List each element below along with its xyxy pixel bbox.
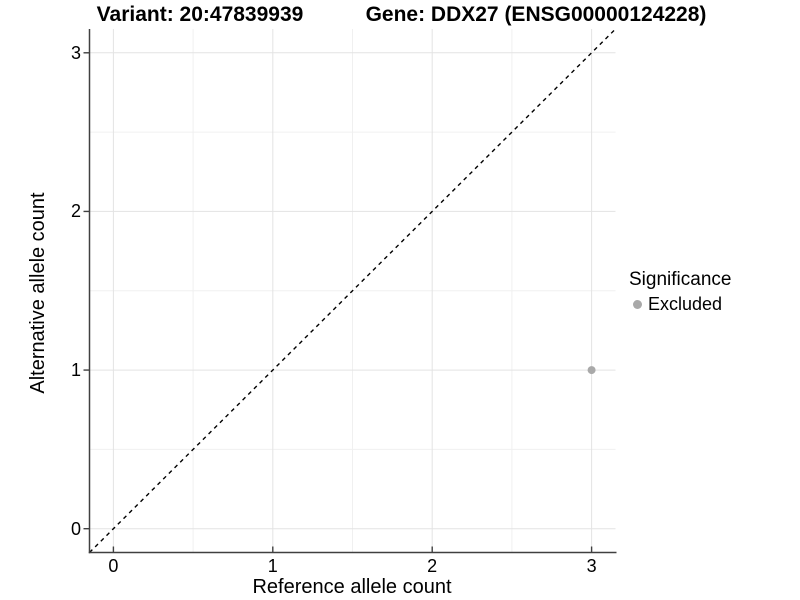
legend-key (629, 296, 645, 312)
x-tick-label: 3 (586, 556, 597, 576)
x-tick-label: 2 (427, 556, 438, 576)
identity-line (89, 28, 616, 553)
plot-title-gene: Gene: DDX27 (ENSG00000124228) (365, 3, 707, 26)
x-tick-label: 0 (108, 556, 119, 576)
legend-title: Significance (629, 269, 732, 290)
y-tick-label: 3 (70, 42, 81, 63)
y-tick-label: 2 (70, 201, 81, 222)
legend-item-label: Excluded (648, 294, 723, 314)
y-axis-label: Alternative allele count (27, 192, 49, 394)
plot-title-variant: Variant: 20:47839939 (96, 3, 304, 26)
data-point-excluded (587, 366, 596, 375)
excluded-point-icon (632, 299, 642, 309)
y-tick-label: 0 (70, 518, 81, 539)
x-axis-label: Reference allele count (252, 576, 452, 598)
y-tick-label: 1 (70, 360, 81, 381)
legend: Significance Excluded (629, 268, 731, 315)
x-tick-label: 1 (267, 556, 278, 576)
legend-item-excluded: Excluded (629, 293, 731, 315)
